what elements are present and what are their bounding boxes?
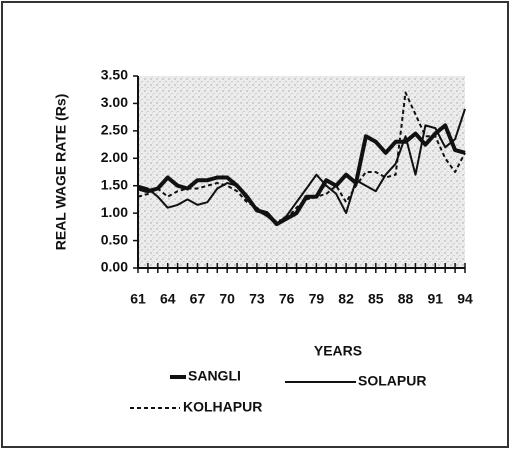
y-tick-label: 0.00 [101,259,128,275]
legend-label: SOLAPUR [358,373,426,389]
y-tick-label: 2.00 [101,149,128,165]
x-tick-label: 64 [160,291,176,307]
series-line [137,123,466,227]
y-tick-label: 3.50 [101,67,128,83]
plot-area [138,76,465,268]
x-tick-label: 85 [368,291,384,307]
x-tick-label: 70 [219,291,235,307]
x-tick-label: 61 [130,291,146,307]
series-line [137,91,466,223]
series-line [137,108,466,226]
x-tick-label: 91 [427,291,443,307]
x-tick-label: 73 [249,291,265,307]
x-tick-label: 76 [279,291,295,307]
legend-label: SANGLI [188,368,241,384]
x-tick-label: 82 [338,291,354,307]
x-tick-label: 94 [457,291,473,307]
y-tick-label: 3.00 [101,94,128,110]
y-axis-label: REAL WAGE RATE (Rs) [53,94,69,251]
y-tick-label: 1.00 [101,204,128,220]
y-tick-label: 2.50 [101,122,128,138]
x-tick-label: 88 [398,291,414,307]
x-axis-label: YEARS [314,343,362,359]
x-tick-label: 67 [190,291,206,307]
legend-label: KOLHAPUR [183,399,262,415]
x-tick-label: 79 [309,291,325,307]
y-tick-label: 0.50 [101,231,128,247]
y-tick-label: 1.50 [101,176,128,192]
